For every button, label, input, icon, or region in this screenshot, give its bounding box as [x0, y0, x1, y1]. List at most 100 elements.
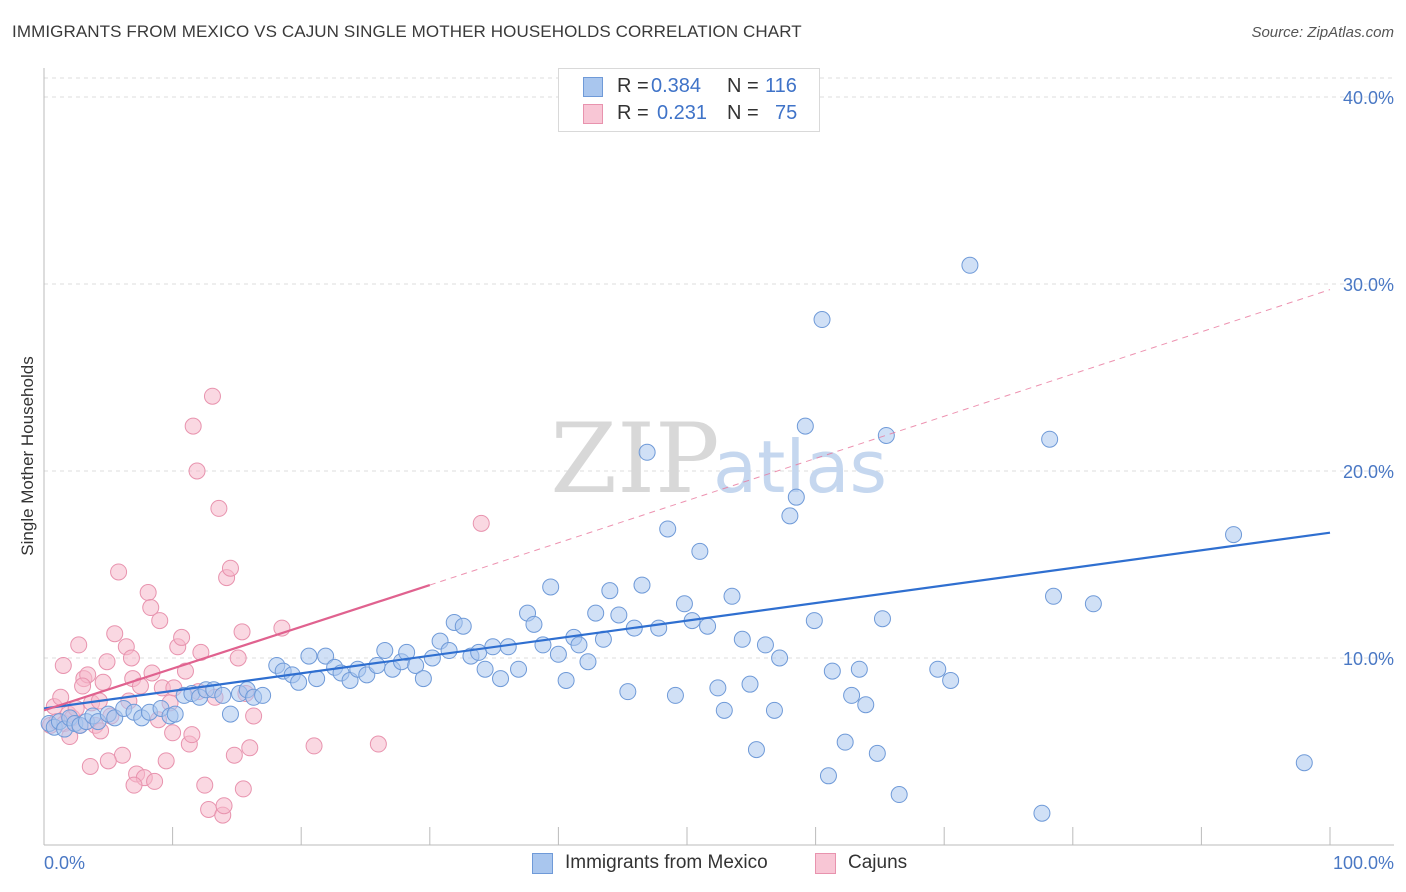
- mexico-point: [423, 649, 441, 667]
- mexico-trend-line: [43, 531, 1331, 710]
- cajun-point: [472, 514, 490, 532]
- cajun-point: [94, 673, 112, 691]
- cajun-point: [81, 757, 99, 775]
- cajun-trend-line: [43, 584, 431, 712]
- cajun-point: [113, 746, 131, 764]
- mexico-point: [290, 673, 308, 691]
- mexico-point: [454, 617, 472, 635]
- legend-n-value: 75: [775, 102, 798, 124]
- mexico-point: [709, 679, 727, 697]
- mexico-point: [691, 542, 709, 560]
- mexico-point: [747, 741, 765, 759]
- legend-n-label: N =: [727, 102, 759, 124]
- mexico-point: [942, 671, 960, 689]
- x-tick-label-max: 100.0%: [1333, 853, 1394, 873]
- mexico-point: [781, 507, 799, 525]
- mexico-point: [796, 417, 814, 435]
- cajun-point: [54, 656, 72, 674]
- trend-lines: [43, 289, 1331, 712]
- y-tick-label: 40.0%: [1343, 88, 1394, 108]
- mexico-point: [771, 649, 789, 667]
- cajun-point: [74, 677, 92, 695]
- legend-r-label: R =: [617, 102, 649, 124]
- y-tick-label: 10.0%: [1343, 649, 1394, 669]
- mexico-point: [857, 696, 875, 714]
- mexico-point: [542, 578, 560, 596]
- bottom-legend-label-cajun: Cajuns: [848, 852, 908, 873]
- legend-n-value: 116: [765, 75, 797, 97]
- mexico-point: [368, 656, 386, 674]
- correlation-legend: R = 0.384 N = 116 R = 0.231 N = 75: [558, 68, 820, 132]
- mexico-point: [741, 675, 759, 693]
- mexico-point: [254, 686, 272, 704]
- mexico-point: [317, 647, 335, 665]
- bottom-legend-swatch-cajun: [815, 853, 836, 874]
- mexico-point: [579, 653, 597, 671]
- mexico-point: [850, 660, 868, 678]
- mexico-point: [1295, 754, 1313, 772]
- mexico-point: [733, 630, 751, 648]
- cajun-point: [142, 599, 160, 617]
- mexico-point: [1041, 430, 1059, 448]
- source-label: Source: ZipAtlas.com: [1251, 24, 1394, 41]
- grid-lines: [44, 77, 1394, 659]
- cajun-point: [99, 752, 117, 770]
- cajun-point: [151, 612, 169, 630]
- mexico-point: [300, 647, 318, 665]
- mexico-point: [376, 642, 394, 660]
- cajun-point: [70, 636, 88, 654]
- cajun-point: [164, 724, 182, 742]
- cajun-point: [221, 559, 239, 577]
- y-tick-label: 30.0%: [1343, 275, 1394, 295]
- mexico-point: [659, 520, 677, 538]
- mexico-point: [601, 582, 619, 600]
- cajun-point: [233, 623, 251, 641]
- mexico-point: [868, 744, 886, 762]
- cajun-point: [188, 462, 206, 480]
- mexico-point: [650, 619, 668, 637]
- mexico-point: [414, 670, 432, 688]
- mexico-point: [805, 612, 823, 630]
- cajun-point: [225, 746, 243, 764]
- legend-n-label: N =: [727, 75, 759, 97]
- cajun-point: [203, 387, 221, 405]
- mexico-point: [819, 767, 837, 785]
- mexico-point: [619, 683, 637, 701]
- mexico-point: [723, 587, 741, 605]
- cajun-point: [146, 772, 164, 790]
- cajun-point: [106, 625, 124, 643]
- mexico-point: [587, 604, 605, 622]
- mexico-point: [756, 636, 774, 654]
- cajun-point: [184, 417, 202, 435]
- mexico-point: [1225, 526, 1243, 544]
- cajun-point: [157, 752, 175, 770]
- mexico-point: [873, 610, 891, 628]
- cajun-point: [110, 563, 128, 581]
- cajun-point: [183, 726, 201, 744]
- mexico-point: [666, 686, 684, 704]
- mexico-point: [214, 686, 232, 704]
- mexico-point: [765, 701, 783, 719]
- mexico-point: [492, 670, 510, 688]
- cajun-point: [210, 499, 228, 517]
- legend-r-label: R =: [617, 75, 649, 97]
- legend-r-value: 0.384: [651, 75, 702, 97]
- mexico-point: [610, 606, 628, 624]
- mexico-point: [843, 686, 861, 704]
- mexico-point: [1084, 595, 1102, 613]
- cajun-point: [139, 584, 157, 602]
- mexico-point: [787, 488, 805, 506]
- cajun-point: [369, 735, 387, 753]
- mexico-point: [1045, 587, 1063, 605]
- cajun-point: [196, 776, 214, 794]
- mexico-point: [961, 256, 979, 274]
- cajun-point: [176, 662, 194, 680]
- mexico-point: [398, 643, 416, 661]
- mexico-point: [221, 705, 239, 723]
- cajun-point: [234, 780, 252, 798]
- mexico-point: [813, 311, 831, 329]
- mexico-point: [890, 786, 908, 804]
- axes: [43, 68, 1394, 846]
- mexico-point: [557, 671, 575, 689]
